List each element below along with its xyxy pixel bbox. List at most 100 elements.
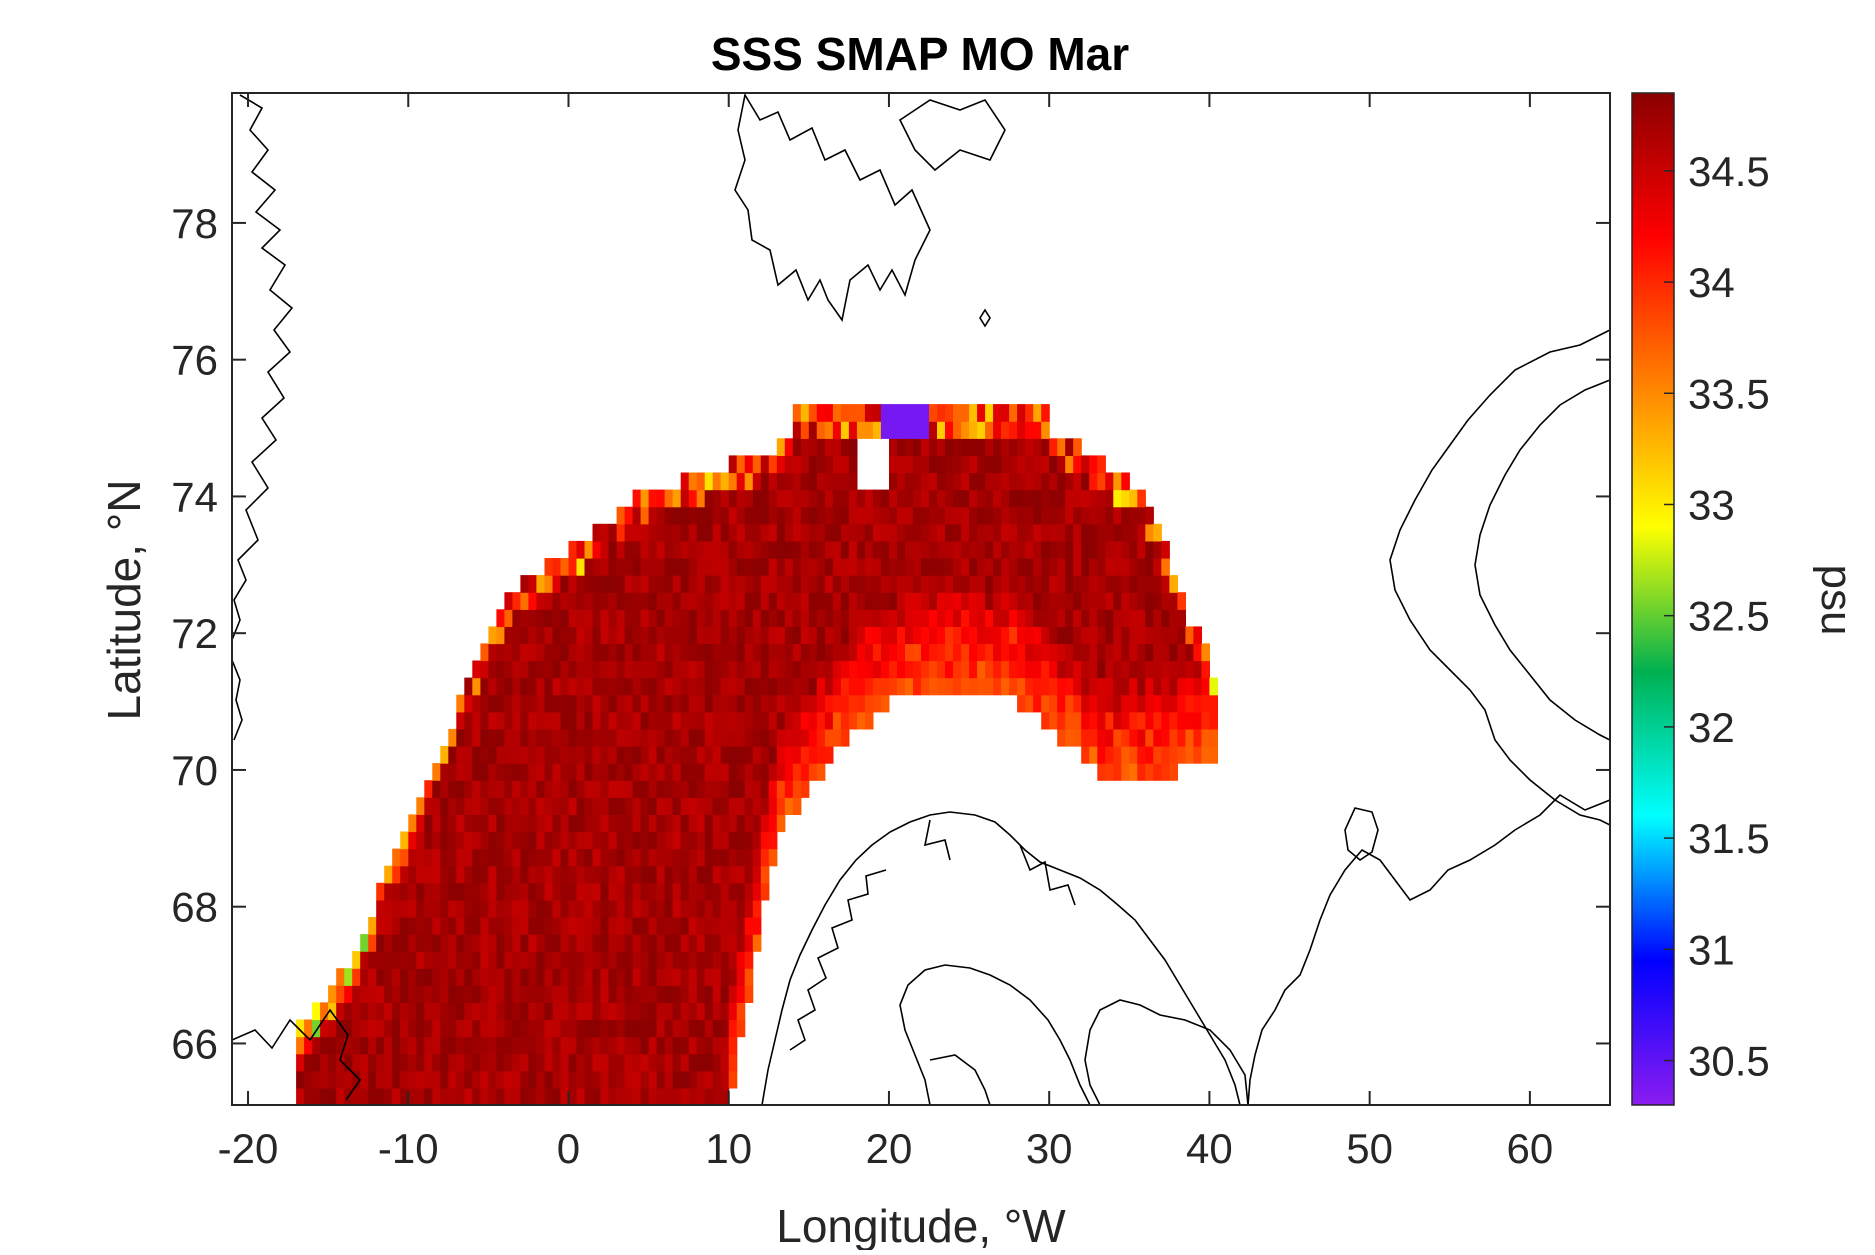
heatmap-cell [1161, 677, 1170, 696]
heatmap-cell [1049, 660, 1058, 679]
heatmap-cell [408, 1019, 417, 1038]
heatmap-cell [440, 917, 449, 935]
heatmap-cell [712, 763, 722, 781]
heatmap-cell [608, 643, 618, 662]
heatmap-cell [1097, 558, 1106, 576]
heatmap-cell [552, 660, 562, 679]
heatmap-cell [1161, 609, 1170, 627]
heatmap-cell [424, 814, 433, 833]
heatmap-cell [368, 1019, 377, 1038]
heatmap-cell [696, 575, 706, 593]
heatmap-cell [864, 711, 874, 730]
heatmap-cell [961, 609, 970, 627]
heatmap-cell [816, 575, 826, 593]
heatmap-cell [432, 848, 441, 867]
heatmap-cell [608, 677, 618, 696]
colorbar-tick-label: 32 [1688, 704, 1735, 751]
heatmap-cell [1065, 506, 1074, 525]
heatmap-cell [736, 711, 746, 730]
heatmap-cell [632, 523, 642, 542]
heatmap-cell [792, 421, 802, 439]
heatmap-cell [616, 917, 626, 935]
heatmap-cell [376, 1087, 385, 1105]
heatmap-cell [1049, 558, 1058, 576]
heatmap-cell [624, 592, 634, 610]
heatmap-cell [1121, 626, 1130, 645]
heatmap-cell [808, 609, 818, 627]
heatmap-cell [840, 421, 850, 439]
heatmap-cell [488, 968, 497, 986]
heatmap-cell [961, 643, 970, 662]
heatmap-cell [488, 951, 497, 969]
heatmap-cell [800, 523, 810, 542]
heatmap-cell [592, 1036, 602, 1055]
heatmap-cell [504, 1070, 513, 1089]
heatmap-cell [416, 1087, 425, 1105]
heatmap-cell [1009, 677, 1018, 696]
heatmap-cell [704, 934, 714, 952]
heatmap-cell [352, 1053, 361, 1072]
heatmap-cell [672, 506, 682, 525]
heatmap-cell [1025, 660, 1034, 679]
heatmap-cell [1025, 421, 1034, 439]
heatmap-cell [1137, 728, 1146, 747]
heatmap-cell [472, 1053, 481, 1072]
heatmap-cell [424, 1087, 433, 1105]
heatmap-cell [648, 882, 658, 901]
heatmap-cell [961, 506, 970, 525]
heatmap-cell [552, 746, 562, 764]
heatmap-cell [864, 609, 874, 627]
heatmap-cell [744, 797, 754, 815]
heatmap-cell [752, 558, 762, 576]
heatmap-cell [840, 728, 850, 747]
heatmap-cell [664, 899, 674, 918]
heatmap-cell [800, 404, 810, 422]
heatmap-cell [664, 814, 674, 833]
heatmap-cell [568, 1053, 578, 1072]
heatmap-cell [512, 985, 521, 1003]
heatmap-cell [504, 592, 513, 610]
greenland-coastline-south [232, 659, 362, 1101]
heatmap-cell [392, 968, 401, 986]
heatmap-cell [784, 780, 794, 798]
colorbar-gradient [1631, 92, 1675, 1106]
heatmap-cell [1137, 643, 1146, 662]
heatmap-cell [568, 643, 578, 662]
heatmap-cell [872, 694, 882, 713]
heatmap-cell [536, 865, 545, 884]
heatmap-cell [496, 797, 505, 815]
heatmap-cell [560, 660, 570, 679]
heatmap-cell [1137, 609, 1146, 627]
heatmap-cell [648, 917, 658, 935]
heatmap-cell [344, 1019, 353, 1038]
heatmap-cell [688, 677, 698, 696]
heatmap-cell [961, 540, 970, 559]
heatmap-cell [1081, 626, 1090, 645]
heatmap-cell [945, 609, 954, 627]
heatmap-cell [592, 609, 602, 627]
heatmap-cell [1113, 540, 1122, 559]
heatmap-cell [640, 882, 650, 901]
heatmap-cell [784, 438, 794, 456]
heatmap-cell [816, 609, 826, 627]
heatmap-cell [496, 609, 505, 627]
heatmap-cell [1017, 421, 1026, 439]
heatmap-cell [528, 626, 537, 645]
heatmap-cell [824, 438, 834, 456]
heatmap-cell [784, 472, 794, 491]
heatmap-cell [1033, 506, 1042, 525]
heatmap-cell [969, 472, 978, 491]
heatmap-cell [304, 1070, 313, 1089]
heatmap-cell [1121, 694, 1130, 713]
heatmap-cell [488, 848, 497, 867]
heatmap-cell [744, 763, 754, 781]
heatmap-cell [1041, 523, 1050, 542]
heatmap-cell [1105, 472, 1114, 491]
heatmap-cell [416, 917, 425, 935]
heatmap-cell [400, 934, 409, 952]
heatmap-cell [961, 421, 970, 439]
heatmap-cell [937, 660, 946, 679]
heatmap-cell [728, 694, 738, 713]
heatmap-cell [704, 1002, 714, 1021]
heatmap-cell [432, 763, 441, 781]
